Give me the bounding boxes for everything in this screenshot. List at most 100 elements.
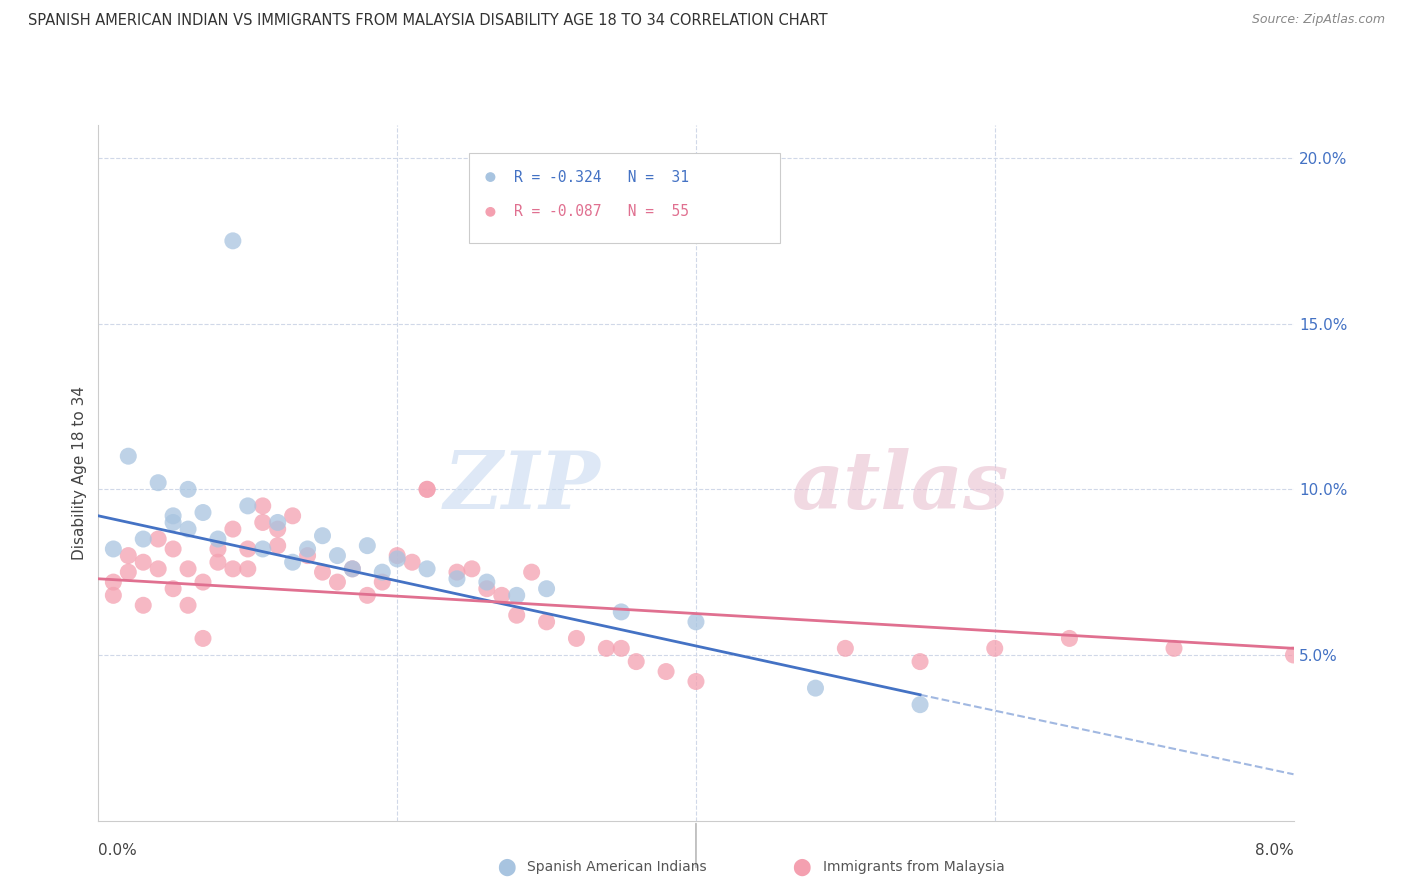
Text: Source: ZipAtlas.com: Source: ZipAtlas.com <box>1251 13 1385 27</box>
Point <box>595 641 617 656</box>
Text: Spanish American Indians: Spanish American Indians <box>527 860 707 874</box>
Point <box>162 516 184 530</box>
Text: 0.0%: 0.0% <box>98 843 138 858</box>
Point <box>207 555 229 569</box>
Point <box>177 599 200 613</box>
Point <box>281 555 304 569</box>
Point <box>117 549 139 563</box>
Point <box>1163 641 1185 656</box>
Text: ZIP: ZIP <box>443 448 600 525</box>
Point <box>385 552 409 566</box>
Point <box>252 516 274 530</box>
Point <box>267 539 290 553</box>
Point <box>536 615 558 629</box>
Point <box>1059 632 1081 646</box>
Point <box>311 565 333 579</box>
Point <box>267 522 290 536</box>
Point <box>177 483 200 497</box>
Point <box>162 582 184 596</box>
Point <box>117 565 139 579</box>
Point <box>908 655 931 669</box>
Point <box>117 449 139 463</box>
Point <box>565 632 588 646</box>
Text: SPANISH AMERICAN INDIAN VS IMMIGRANTS FROM MALAYSIA DISABILITY AGE 18 TO 34 CORR: SPANISH AMERICAN INDIAN VS IMMIGRANTS FR… <box>28 13 828 29</box>
Point <box>1282 648 1305 662</box>
Point <box>655 665 678 679</box>
Point <box>610 641 633 656</box>
Point <box>236 562 259 576</box>
Point <box>177 522 200 536</box>
Point <box>103 541 125 556</box>
Point <box>162 541 184 556</box>
Point <box>222 522 245 536</box>
Ellipse shape <box>486 208 495 216</box>
Point <box>610 605 633 619</box>
Text: 8.0%: 8.0% <box>1254 843 1294 858</box>
Point <box>103 575 125 590</box>
Point <box>326 549 349 563</box>
Point <box>252 541 274 556</box>
Point <box>491 588 513 602</box>
Text: atlas: atlas <box>792 448 1010 525</box>
Point <box>416 562 439 576</box>
Point <box>342 562 364 576</box>
Point <box>177 562 200 576</box>
Point <box>506 608 529 623</box>
Y-axis label: Disability Age 18 to 34: Disability Age 18 to 34 <box>72 385 87 560</box>
Point <box>446 565 468 579</box>
Point <box>222 562 245 576</box>
Point <box>475 582 498 596</box>
Point <box>132 599 155 613</box>
Text: Immigrants from Malaysia: Immigrants from Malaysia <box>823 860 1004 874</box>
Point <box>385 549 409 563</box>
Point <box>804 681 827 695</box>
Point <box>281 508 304 523</box>
Point <box>148 475 170 490</box>
Point <box>416 483 439 497</box>
Point <box>162 508 184 523</box>
Point <box>297 549 319 563</box>
Point <box>191 632 214 646</box>
Point <box>983 641 1005 656</box>
Point <box>148 562 170 576</box>
Point <box>132 555 155 569</box>
Point <box>252 499 274 513</box>
Point <box>446 572 468 586</box>
Point <box>371 565 394 579</box>
Point <box>371 575 394 590</box>
Point <box>207 532 229 546</box>
Point <box>475 575 498 590</box>
Point <box>416 483 439 497</box>
Point <box>461 562 484 576</box>
Point <box>191 575 214 590</box>
Point <box>834 641 856 656</box>
Point <box>685 674 707 689</box>
Point <box>401 555 423 569</box>
Point <box>236 541 259 556</box>
Point <box>624 655 647 669</box>
Text: ⬤: ⬤ <box>792 858 811 876</box>
Point <box>236 499 259 513</box>
Point <box>506 588 529 602</box>
Text: R = -0.087   N =  55: R = -0.087 N = 55 <box>515 204 689 219</box>
Point <box>297 541 319 556</box>
Point <box>356 539 378 553</box>
Point <box>311 529 333 543</box>
FancyBboxPatch shape <box>470 153 780 244</box>
Point <box>326 575 349 590</box>
Point <box>207 541 229 556</box>
Point <box>148 532 170 546</box>
Point <box>356 588 378 602</box>
Point <box>103 588 125 602</box>
Text: ⬤: ⬤ <box>496 858 516 876</box>
Point <box>132 532 155 546</box>
Point <box>191 506 214 520</box>
Text: R = -0.324   N =  31: R = -0.324 N = 31 <box>515 169 689 185</box>
Point <box>267 516 290 530</box>
Ellipse shape <box>486 173 495 181</box>
Point <box>222 234 245 248</box>
Point <box>685 615 707 629</box>
Point <box>908 698 931 712</box>
Point <box>342 562 364 576</box>
Point <box>520 565 543 579</box>
